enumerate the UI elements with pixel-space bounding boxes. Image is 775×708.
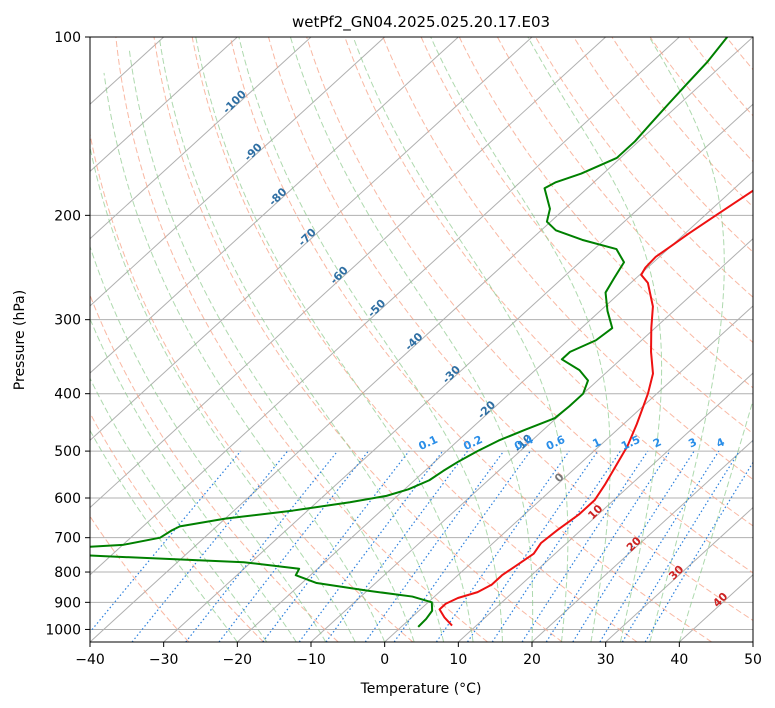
mixing-ratio-line	[298, 450, 444, 642]
isotherm-line	[90, 37, 607, 509]
y-tick-label: 100	[54, 30, 81, 46]
y-tick-label: 300	[54, 313, 81, 329]
mixing-ratio-label: 6	[750, 435, 763, 450]
dry-adiabat-line	[191, 37, 638, 642]
moist-adiabat-line	[289, 37, 534, 642]
mixing-ratio-line	[572, 450, 695, 642]
chart-title: wetPf2_GN04.2025.025.20.17.E03	[292, 13, 550, 32]
moist-adiabat-line	[678, 398, 753, 642]
moist-adiabat-line	[238, 37, 504, 642]
mixing-ratio-line	[393, 450, 531, 642]
x-tick-label: −40	[75, 652, 105, 668]
dry-adiabat-line	[306, 37, 753, 574]
mixing-ratio-line	[621, 450, 740, 642]
moist-adiabat-line	[90, 245, 327, 642]
moist-adiabat-line	[158, 37, 445, 642]
isotherm-line	[531, 439, 753, 642]
isotherm-line	[90, 37, 238, 173]
mixing-ratio-line	[467, 450, 599, 642]
y-tick-label: 1000	[45, 622, 81, 638]
moist-adiabat-line	[103, 72, 386, 642]
isotherm-line	[90, 37, 753, 642]
y-axis: 100 200 300 400 500 600 700 800 900 1000	[45, 30, 90, 638]
moist-adiabat-line	[90, 377, 268, 642]
isotherm-line	[384, 305, 753, 642]
dry-adiabat-line	[90, 131, 414, 642]
mixing-ratio-line	[545, 450, 671, 642]
mixing-ratio-line	[131, 450, 289, 642]
grid-lines	[90, 37, 753, 642]
moist-adiabat-line	[90, 317, 297, 642]
dewpoint-profile-line	[90, 37, 729, 628]
plot-area: -100-90-80-70-60-50-40-30-20-10010203040…	[90, 37, 763, 642]
moist-adiabat-line	[195, 37, 474, 642]
profile-series	[90, 37, 753, 628]
y-tick-label: 200	[54, 208, 81, 224]
x-tick-label: −10	[296, 652, 326, 668]
x-tick-label: 50	[744, 652, 762, 668]
moist-adiabat-line	[352, 37, 569, 642]
mixing-ratio-lines	[90, 450, 753, 642]
y-tick-label: 400	[54, 387, 81, 403]
x-tick-label: 10	[449, 652, 467, 668]
isotherm-line	[236, 170, 753, 642]
mixing-ratio-line	[364, 450, 505, 642]
dry-adiabat-line	[649, 37, 753, 163]
isotherm-line	[163, 103, 753, 642]
dry-adiabat-line	[496, 37, 753, 344]
x-axis: −40 −30 −20 −10 0 10 20 30 40 50	[75, 642, 762, 668]
moist-adiabat-line	[527, 37, 663, 642]
dry-adiabat-line	[535, 37, 753, 298]
y-tick-label: 500	[54, 444, 81, 460]
dry-adiabat-line	[229, 37, 712, 642]
dry-adiabat-line	[90, 515, 190, 642]
moist-adiabat-line	[90, 144, 356, 642]
dry-adiabat-line	[90, 412, 264, 642]
isotherm-line	[90, 37, 386, 307]
isotherm-line	[90, 37, 680, 576]
y-tick-label: 900	[54, 595, 81, 611]
isotherm-line	[605, 506, 753, 642]
dry-adiabat-line	[90, 293, 339, 642]
dry-adiabat-line	[153, 37, 563, 642]
moist-adiabat-line	[430, 37, 611, 642]
isotherm-line	[457, 372, 753, 642]
plot-frame	[89, 36, 754, 643]
x-tick-label: 30	[597, 652, 615, 668]
moist-adiabat-line	[648, 37, 725, 642]
moist-adiabat-line	[128, 49, 415, 642]
isotherm-line	[310, 237, 753, 642]
dry-adiabat-line	[382, 37, 753, 481]
mixing-ratio-line	[435, 450, 570, 642]
mixing-ratio-line	[491, 450, 621, 642]
mixing-ratio-line	[325, 450, 469, 642]
x-tick-label: 20	[523, 652, 541, 668]
x-tick-label: −30	[149, 652, 179, 668]
x-axis-label: Temperature (°C)	[360, 681, 482, 697]
temperature-profile-line	[438, 189, 753, 627]
adiabat-lines	[90, 37, 753, 642]
y-tick-label: 600	[54, 491, 81, 507]
moist-adiabat-line	[90, 429, 238, 642]
dry-adiabat-line	[573, 37, 753, 253]
y-tick-label: 700	[54, 531, 81, 547]
mixing-ratio-line	[521, 450, 649, 642]
isotherm-line	[90, 37, 312, 240]
isotherm-line	[90, 37, 459, 374]
dry-adiabat-line	[611, 37, 753, 208]
y-axis-label: Pressure (hPa)	[12, 290, 28, 390]
dry-adiabat-line	[115, 37, 488, 642]
mixing-ratio-line	[90, 450, 242, 634]
y-tick-label: 800	[54, 565, 81, 581]
x-tick-label: 40	[670, 652, 688, 668]
isotherm-line	[90, 37, 533, 442]
mixing-ratio-line	[185, 450, 339, 642]
mixing-ratio-line	[262, 450, 410, 642]
x-tick-label: 0	[380, 652, 389, 668]
x-tick-label: −20	[223, 652, 253, 668]
